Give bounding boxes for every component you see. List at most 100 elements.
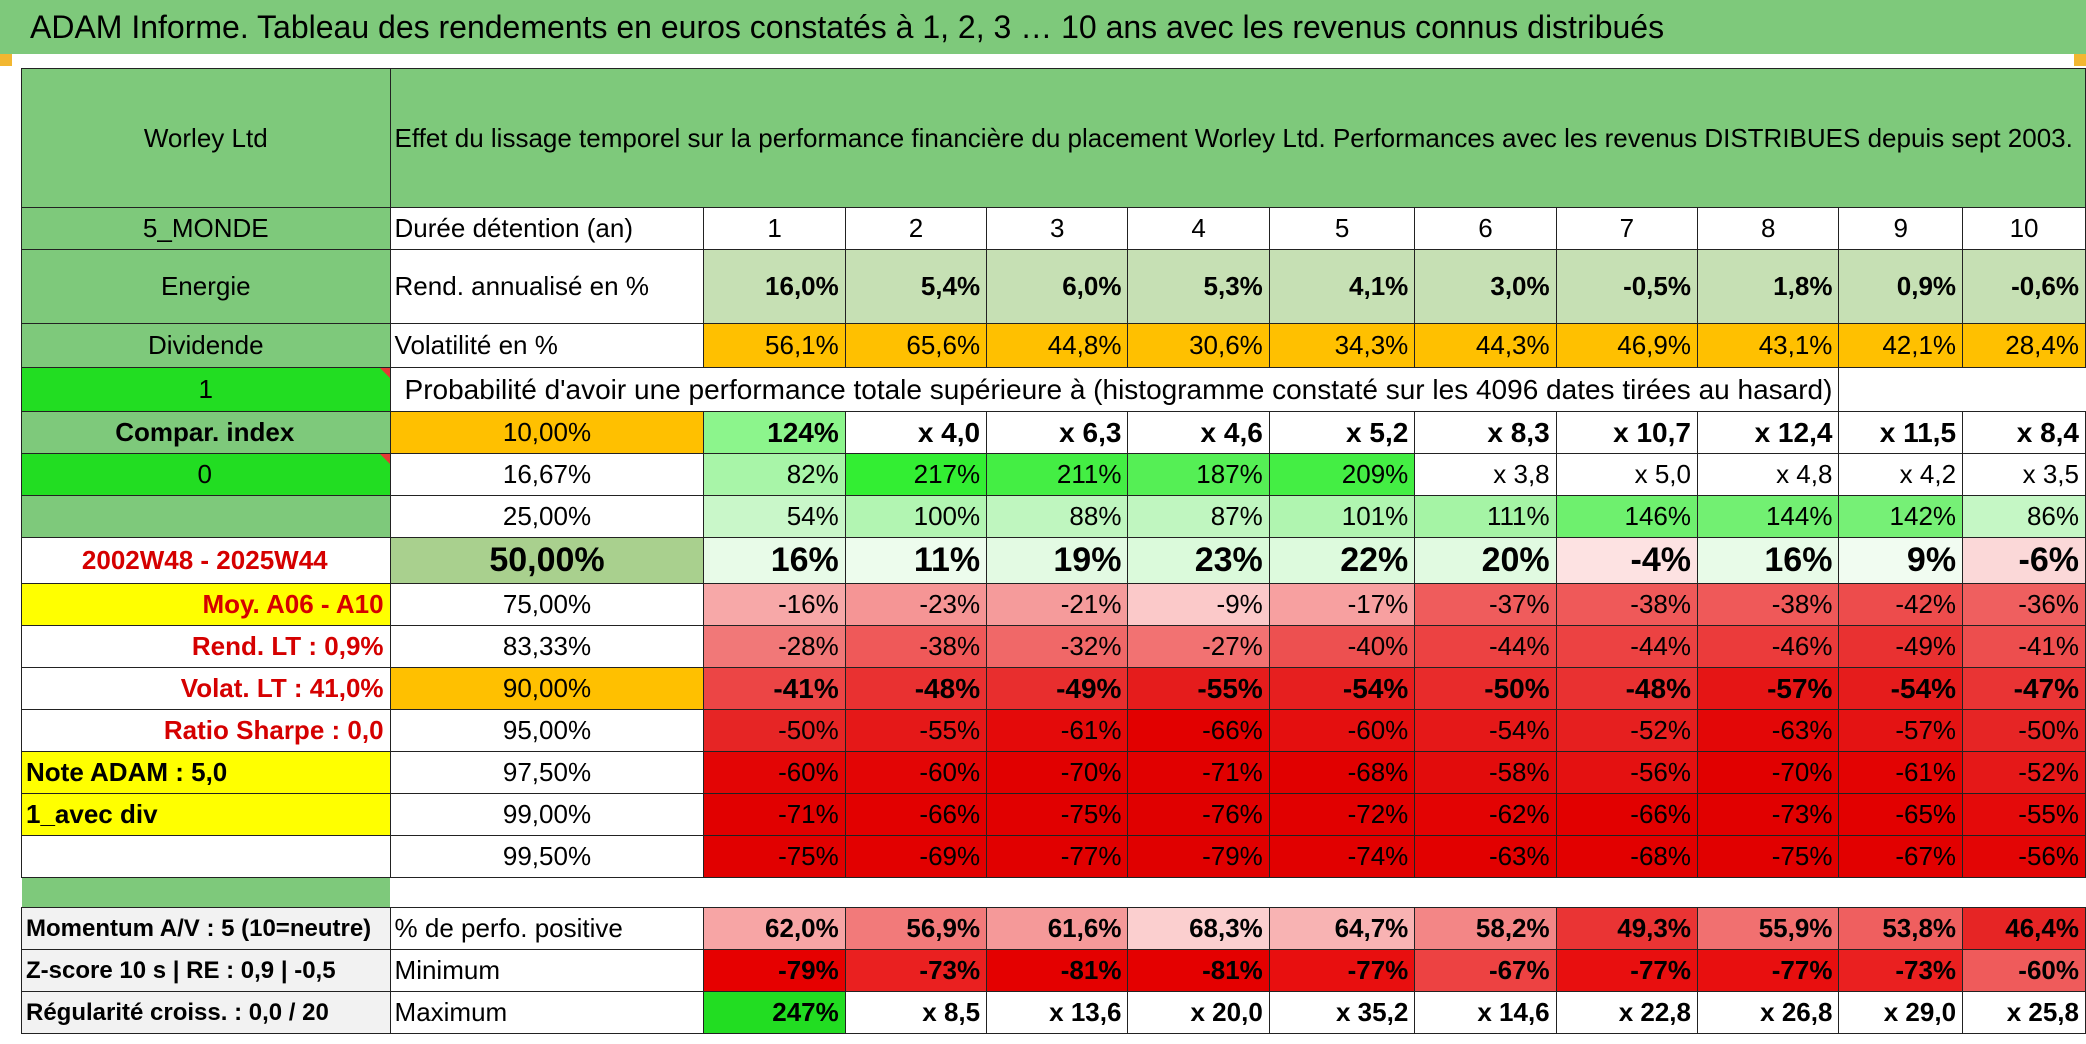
- summary-row-label: Maximum: [389, 991, 705, 1034]
- annual-return-value: 0,9%: [1838, 249, 1964, 324]
- probability-value: -52%: [1555, 709, 1698, 752]
- year-header: 3: [986, 207, 1129, 250]
- probability-value: -67%: [1838, 835, 1964, 878]
- year-header: 9: [1838, 207, 1964, 250]
- volatility-value: 42,1%: [1838, 323, 1964, 368]
- summary-side-label: Momentum A/V : 5 (10=neutre): [21, 907, 391, 950]
- volatility-value: 30,6%: [1127, 323, 1270, 368]
- positive-performance-value: 68,3%: [1127, 907, 1270, 950]
- minimum-value: -79%: [703, 949, 846, 992]
- probability-description: Probabilité d'avoir une performance tota…: [389, 367, 1840, 412]
- probability-value: -56%: [1962, 835, 2086, 878]
- probability-value: -73%: [1696, 793, 1840, 836]
- probability-value: 101%: [1268, 495, 1416, 538]
- probability-value: x 6,3: [986, 411, 1129, 454]
- year-header: 2: [844, 207, 988, 250]
- probability-value: -60%: [844, 751, 988, 794]
- positive-performance-value: 58,2%: [1414, 907, 1557, 950]
- probability-threshold: 95,00%: [389, 709, 705, 752]
- annual-return-value: 3,0%: [1414, 249, 1557, 324]
- probability-value: 187%: [1127, 453, 1270, 496]
- probability-value: -9%: [1127, 583, 1270, 626]
- positive-performance-value: 55,9%: [1696, 907, 1840, 950]
- minimum-value: -73%: [844, 949, 988, 992]
- probability-value: -75%: [1696, 835, 1840, 878]
- probability-value: x 8,3: [1414, 411, 1557, 454]
- probability-value: -44%: [1414, 625, 1557, 668]
- positive-performance-value: 49,3%: [1555, 907, 1698, 950]
- probability-value: x 11,5: [1838, 411, 1964, 454]
- probability-value: -69%: [844, 835, 988, 878]
- type-label: Dividende: [21, 323, 391, 368]
- probability-value: x 12,4: [1696, 411, 1840, 454]
- probability-value: -52%: [1962, 751, 2086, 794]
- probability-value: -23%: [844, 583, 988, 626]
- year-header: 10: [1962, 207, 2086, 250]
- probability-value: -55%: [1127, 667, 1270, 710]
- performance-table: Worley Ltd Effet du lissage temporel sur…: [21, 68, 2086, 1034]
- probability-value: -49%: [1838, 625, 1964, 668]
- volatility-value: 46,9%: [1555, 323, 1698, 368]
- probability-value: -17%: [1268, 583, 1416, 626]
- positive-performance-value: 46,4%: [1962, 907, 2086, 950]
- positive-performance-value: 64,7%: [1268, 907, 1416, 950]
- region-label: 5_MONDE: [21, 207, 391, 250]
- year-header: 6: [1414, 207, 1557, 250]
- probability-value: -54%: [1838, 667, 1964, 710]
- probability-value: -16%: [703, 583, 846, 626]
- probability-value: 111%: [1414, 495, 1557, 538]
- probability-value: -70%: [986, 751, 1129, 794]
- maximum-value: x 22,8: [1555, 991, 1698, 1034]
- summary-side-label: Régularité croiss. : 0,0 / 20: [21, 991, 391, 1034]
- probability-value: 82%: [703, 453, 846, 496]
- positive-performance-value: 61,6%: [986, 907, 1129, 950]
- probability-value: -71%: [703, 793, 846, 836]
- probability-value: 124%: [703, 411, 846, 454]
- probability-value: -65%: [1838, 793, 1964, 836]
- probability-value: -41%: [703, 667, 846, 710]
- maximum-value: x 35,2: [1268, 991, 1416, 1034]
- minimum-value: -81%: [1127, 949, 1270, 992]
- probability-value: -4%: [1555, 537, 1698, 584]
- year-header: 4: [1127, 207, 1270, 250]
- minimum-value: -77%: [1696, 949, 1840, 992]
- annual-return-value: 16,0%: [703, 249, 846, 324]
- empty-cell: [1963, 368, 2086, 412]
- probability-value: -66%: [1127, 709, 1270, 752]
- probability-value: -50%: [1962, 709, 2086, 752]
- probability-threshold: 99,00%: [389, 793, 705, 836]
- maximum-value: 247%: [703, 991, 846, 1034]
- probability-value: -32%: [986, 625, 1129, 668]
- sector-label: Energie: [21, 249, 391, 324]
- probability-value: -75%: [703, 835, 846, 878]
- minimum-value: -60%: [1962, 949, 2086, 992]
- probability-value: -55%: [844, 709, 988, 752]
- maximum-value: x 20,0: [1127, 991, 1270, 1034]
- maximum-value: x 8,5: [844, 991, 988, 1034]
- probability-value: 16%: [1696, 537, 1840, 584]
- probability-value: -68%: [1268, 751, 1416, 794]
- probability-value: 142%: [1838, 495, 1964, 538]
- minimum-value: -73%: [1838, 949, 1964, 992]
- probability-value: -56%: [1555, 751, 1698, 794]
- probability-value: x 8,4: [1962, 411, 2086, 454]
- adam-note: Note ADAM : 5,0: [21, 751, 391, 794]
- probability-value: 211%: [986, 453, 1129, 496]
- probability-value: x 5,2: [1268, 411, 1416, 454]
- empty-cell: [1839, 368, 1963, 412]
- volatility-value: 43,1%: [1696, 323, 1840, 368]
- probability-threshold: 16,67%: [389, 453, 705, 496]
- probability-value: x 4,8: [1696, 453, 1840, 496]
- probability-value: x 4,6: [1127, 411, 1270, 454]
- probability-value: -70%: [1696, 751, 1840, 794]
- value-one: 1: [21, 367, 391, 412]
- value-zero: 0: [21, 453, 391, 496]
- maximum-value: x 25,8: [1962, 991, 2086, 1034]
- probability-threshold: 10,00%: [389, 411, 705, 454]
- probability-value: -57%: [1696, 667, 1840, 710]
- probability-value: -60%: [1268, 709, 1416, 752]
- probability-value: -48%: [844, 667, 988, 710]
- table-description: Effet du lissage temporel sur la perform…: [389, 68, 2086, 208]
- compar-index-label: Compar. index: [21, 411, 391, 454]
- probability-value: -54%: [1268, 667, 1416, 710]
